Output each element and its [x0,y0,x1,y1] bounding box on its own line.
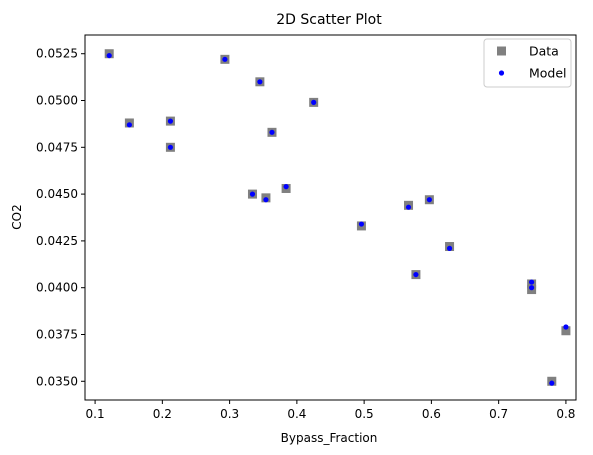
model-point-circle [358,221,365,227]
model-point-circle [549,380,555,386]
legend-label: Model [529,66,567,81]
model-point-circle [167,144,174,150]
x-tick-label: 0.8 [556,407,575,421]
model-point-circle [106,52,112,59]
model-point-circle [257,79,263,85]
model-point-circle [269,129,275,135]
model-point-circle [126,122,132,128]
y-tick-label: 0.0450 [36,187,78,201]
y-tick-label: 0.0425 [36,234,78,248]
axes-frame [84,34,577,401]
model-point-circle [311,99,317,105]
model-point-circle [563,324,569,330]
legend: Data Model [483,38,572,88]
model-point-circle [413,271,419,278]
model-point-circle [426,197,432,203]
data-marks [104,49,571,386]
y-tick-label: 0.0500 [36,94,78,108]
x-tick-label: 0.1 [86,407,105,421]
model-point-circle [249,191,256,197]
chart-title: 2D Scatter Plot [276,12,382,28]
model-point-circle [283,184,289,190]
x-axis: 0.1 0.2 0.3 0.4 0.5 0.6 0.7 0.8 [86,400,575,421]
model-point-circle [446,245,453,251]
x-tick-label: 0.4 [287,407,306,421]
y-tick-label: 0.0400 [36,281,78,295]
model-point-circle [263,197,269,203]
y-tick-label: 0.0525 [36,47,78,61]
model-point-circle [529,285,535,291]
legend-circle-marker [498,70,505,76]
x-tick-label: 0.6 [422,407,441,421]
y-tick-label: 0.0375 [36,327,78,341]
x-tick-label: 0.5 [355,407,374,421]
y-axis: 0.0350 0.0375 0.0400 0.0425 0.0450 0.0475 0.05… [36,47,85,388]
model-point-circle [405,204,412,210]
legend-square-marker [497,46,506,56]
x-axis-label: Bypass_Fraction [281,431,378,445]
y-tick-label: 0.0350 [36,374,78,388]
model-point-circle [167,118,174,124]
x-tick-label: 0.2 [153,407,172,421]
x-tick-label: 0.3 [220,407,239,421]
data-point-square [561,326,571,336]
y-tick-label: 0.0475 [36,140,78,154]
model-point-circle [222,56,228,62]
y-axis-label: CO2 [10,204,24,229]
model-point-circle [529,279,535,285]
x-tick-label: 0.7 [489,407,508,421]
legend-label: Data [529,44,559,59]
